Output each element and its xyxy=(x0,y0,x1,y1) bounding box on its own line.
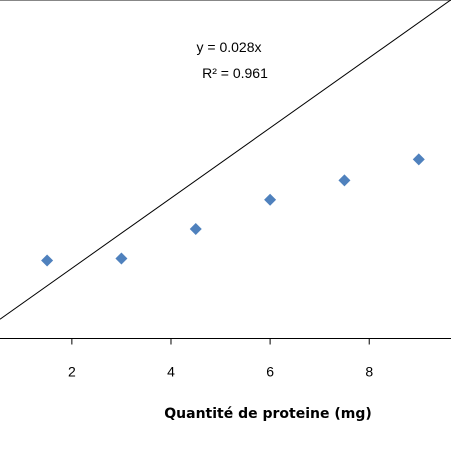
data-point xyxy=(189,223,202,236)
data-point xyxy=(41,254,54,267)
trendline xyxy=(0,0,451,320)
x-tick-label: 2 xyxy=(68,364,76,380)
data-point xyxy=(264,193,277,206)
x-axis-ticks: 2 4 6 8 xyxy=(68,338,373,380)
x-tick-label: 4 xyxy=(167,364,175,380)
trendline-equation: y = 0.028x xyxy=(197,39,262,55)
x-tick-label: 6 xyxy=(266,364,274,380)
data-point xyxy=(412,153,425,166)
r-squared-label: R² = 0.961 xyxy=(202,65,268,81)
data-point xyxy=(338,174,351,187)
x-axis-label: Quantité de proteine (mg) xyxy=(164,406,372,422)
data-points xyxy=(41,153,425,267)
x-tick-label: 8 xyxy=(365,364,373,380)
data-point xyxy=(115,252,128,265)
